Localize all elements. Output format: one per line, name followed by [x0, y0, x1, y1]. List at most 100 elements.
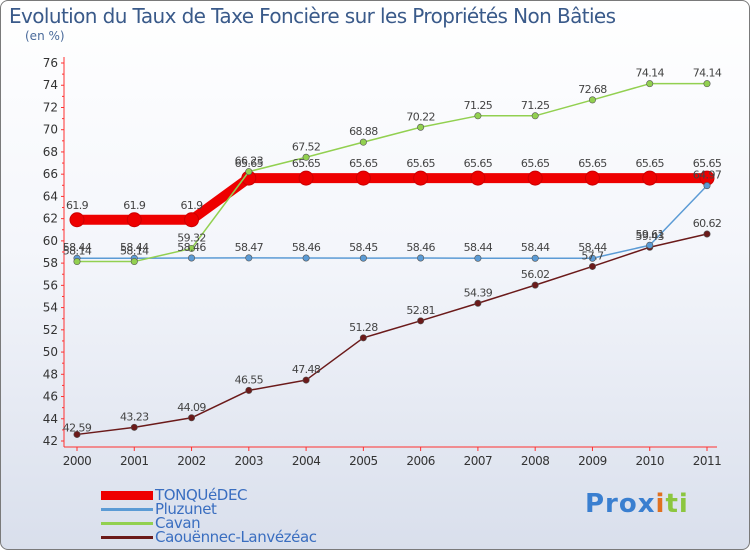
- x-tick-label: 2000: [63, 454, 92, 468]
- data-point-1: [245, 254, 253, 262]
- data-point-2: [531, 112, 539, 120]
- data-point-3: [417, 317, 425, 325]
- logo-x-glyph: i: [655, 489, 666, 519]
- data-label: 68.88: [349, 125, 378, 138]
- data-point-1: [588, 254, 596, 262]
- data-point-0: [126, 212, 142, 228]
- data-point-1: [703, 182, 711, 190]
- series-line-1: [77, 185, 708, 259]
- data-label: 65.65: [349, 157, 378, 170]
- y-tick-label: 70: [43, 123, 58, 137]
- data-label: 74.14: [635, 67, 664, 80]
- data-point-3: [302, 376, 310, 384]
- data-point-2: [245, 168, 253, 176]
- data-point-3: [588, 262, 596, 270]
- y-tick-label: 56: [43, 278, 58, 292]
- legend-label-pluzunet: Pluzunet: [155, 500, 217, 518]
- data-label: 65.65: [521, 157, 550, 170]
- data-label: 65.65: [578, 157, 607, 170]
- x-tick-label: 2007: [464, 454, 493, 468]
- data-label: 66.23: [235, 155, 264, 168]
- data-label: 61.9: [123, 199, 146, 212]
- y-tick-label: 46: [43, 390, 58, 404]
- data-label: 59.32: [177, 231, 206, 244]
- data-point-2: [703, 80, 711, 88]
- data-point-2: [130, 258, 138, 266]
- x-tick-label: 2001: [120, 454, 149, 468]
- data-point-0: [298, 170, 314, 186]
- data-point-0: [642, 170, 658, 186]
- data-point-3: [703, 230, 711, 238]
- data-point-1: [531, 254, 539, 262]
- data-label: 58.14: [120, 245, 149, 258]
- logo-text: Prox: [585, 489, 656, 519]
- x-tick-label: 2009: [578, 454, 607, 468]
- y-tick-label: 42: [43, 434, 58, 448]
- data-point-2: [302, 153, 310, 161]
- data-point-3: [188, 414, 196, 422]
- data-label: 70.22: [406, 110, 435, 123]
- x-tick-label: 2008: [521, 454, 550, 468]
- data-point-2: [188, 244, 196, 252]
- data-label: 58.44: [521, 241, 550, 254]
- x-tick-label: 2004: [292, 454, 321, 468]
- data-label: 56.02: [521, 268, 550, 281]
- x-tick-label: 2011: [693, 454, 722, 468]
- legend-label-caouennec: Caouënnec-Lanvézéac: [155, 528, 317, 546]
- data-label: 44.09: [177, 401, 206, 414]
- data-label: 58.44: [120, 241, 149, 254]
- data-point-3: [245, 386, 253, 394]
- data-label: 58.44: [63, 241, 92, 254]
- x-tick-label: 2010: [635, 454, 664, 468]
- data-label: 71.25: [521, 99, 550, 112]
- data-point-0: [527, 170, 543, 186]
- y-tick-label: 58: [43, 256, 58, 270]
- series-line-3: [76, 233, 708, 436]
- data-label: 58.46: [292, 241, 321, 254]
- data-label: 51.28: [349, 321, 378, 334]
- data-point-2: [646, 80, 654, 88]
- data-label: 58.44: [464, 241, 493, 254]
- data-point-3: [130, 423, 138, 431]
- data-label: 58.46: [177, 241, 206, 254]
- data-point-0: [470, 170, 486, 186]
- data-label: 43.23: [120, 410, 149, 423]
- legend-label-cavan: Cavan: [155, 514, 201, 532]
- data-point-2: [417, 123, 425, 131]
- data-label: 67.52: [292, 140, 321, 153]
- x-tick-label: 2003: [235, 454, 264, 468]
- legend-swatch-caouennec: [101, 535, 153, 539]
- x-tick-label: 2006: [406, 454, 435, 468]
- data-label: 65.65: [406, 157, 435, 170]
- data-label: 71.25: [464, 99, 493, 112]
- logo-tail: ti: [665, 489, 689, 519]
- y-tick-label: 72: [43, 100, 58, 114]
- data-label: 64.97: [693, 169, 722, 182]
- y-tick-label: 52: [43, 323, 58, 337]
- legend-label-tonquedec: TONQUéDEC: [155, 486, 248, 504]
- x-tick-label: 2005: [349, 454, 378, 468]
- data-label: 74.14: [693, 67, 722, 80]
- data-point-3: [474, 299, 482, 307]
- data-label: 58.47: [235, 241, 264, 254]
- data-label: 58.44: [578, 241, 607, 254]
- data-point-1: [417, 254, 425, 262]
- legend-swatch-tonquedec: [101, 490, 153, 500]
- data-label: 72.68: [578, 83, 607, 96]
- data-label: 58.45: [349, 241, 378, 254]
- y-tick-label: 64: [43, 189, 58, 203]
- y-tick-label: 62: [43, 212, 58, 226]
- chart-subtitle: (en %): [25, 29, 65, 43]
- data-label: 58.14: [63, 245, 92, 258]
- data-point-2: [474, 112, 482, 120]
- data-point-1: [188, 254, 196, 262]
- proxiti-logo: Proxiti: [585, 489, 689, 519]
- data-label: 61.9: [180, 199, 203, 212]
- data-point-2: [588, 96, 596, 104]
- y-tick-label: 76: [43, 56, 58, 70]
- data-label: 65.65: [235, 157, 264, 170]
- legend-item-pluzunet: Pluzunet: [101, 500, 217, 518]
- data-label: 46.55: [235, 373, 264, 386]
